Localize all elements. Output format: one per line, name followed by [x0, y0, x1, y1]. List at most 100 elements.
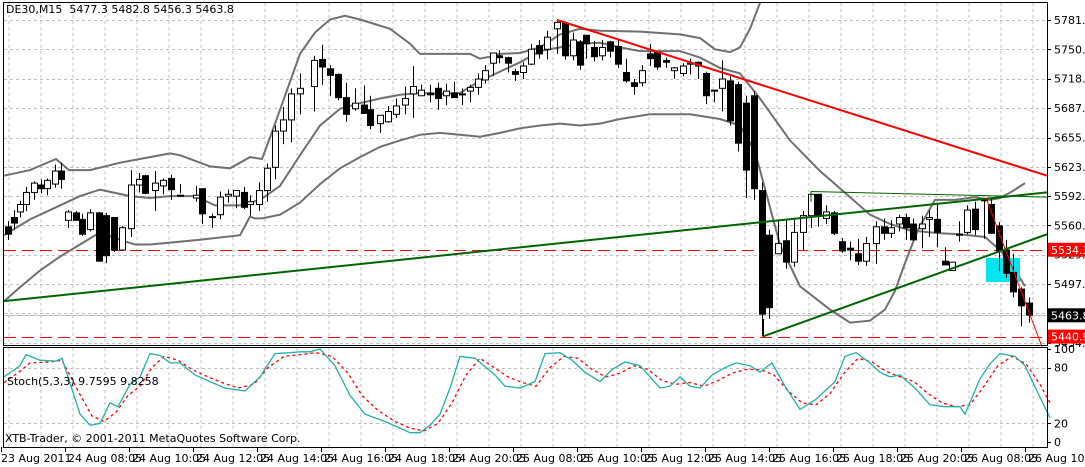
bear-candle-body — [631, 82, 638, 87]
bull-candle-body — [65, 211, 72, 221]
trendline-long-support[interactable] — [3, 191, 1048, 303]
bear-candle-body — [38, 184, 45, 190]
price-tick-label: 5655.0 — [1054, 132, 1085, 145]
trendline-rising-support[interactable] — [762, 233, 1048, 338]
bear-candle-body — [663, 59, 670, 63]
bull-candle-body — [459, 93, 466, 96]
bull-candle-body — [926, 217, 933, 220]
bear-candle-body — [647, 53, 654, 60]
candle — [554, 20, 561, 54]
bull-candle-body — [52, 170, 59, 185]
candle — [435, 82, 442, 110]
candle — [327, 65, 334, 96]
bull-candle-body — [209, 216, 216, 219]
candle — [496, 50, 503, 64]
candle — [639, 65, 646, 87]
candle — [775, 219, 782, 255]
candle — [142, 174, 149, 195]
bear-candle-body — [988, 204, 995, 234]
candle — [111, 217, 118, 252]
candle — [570, 32, 577, 61]
candle — [654, 51, 661, 70]
bear-candle-body — [536, 45, 543, 55]
candle — [451, 81, 458, 99]
price-tags: 5534.3 5463.8 5440.9 — [1048, 242, 1085, 344]
price-tick-label: 5718.5 — [1054, 73, 1085, 86]
bear-candle-body — [727, 80, 734, 122]
bear-candle-body — [743, 102, 750, 171]
bull-candle-body — [17, 204, 24, 213]
bull-candle-body — [264, 167, 271, 192]
bull-candle-body — [490, 52, 497, 64]
candle — [942, 247, 949, 266]
bull-candle-body — [136, 178, 143, 186]
candle — [482, 65, 489, 84]
bull-candle-body — [225, 193, 232, 197]
candle — [910, 218, 917, 241]
time-tick-label: 25 Aug 18:05 — [836, 452, 910, 465]
candle — [73, 211, 80, 221]
stoch-main-line — [3, 348, 1051, 434]
time-tick-label: 24 Aug 08:05 — [68, 452, 142, 465]
trendlines[interactable] — [3, 19, 1048, 347]
candle — [903, 213, 910, 240]
bear-candle-body — [839, 241, 846, 252]
candle — [225, 189, 232, 203]
time-tick-label: 25 Aug 16:05 — [772, 452, 846, 465]
bull-candle-body — [554, 21, 561, 30]
bear-candle-body — [759, 190, 766, 315]
bear-candle-body — [583, 34, 590, 45]
time-tick-label: 24 Aug 16:05 — [324, 452, 398, 465]
bull-candle-body — [639, 70, 646, 84]
candle — [934, 203, 941, 248]
candle — [177, 184, 184, 197]
bull-candle-body — [475, 78, 482, 88]
candle — [288, 88, 295, 143]
candle — [311, 55, 318, 112]
candle — [703, 71, 710, 105]
time-tick-label: 23 Aug 2011 — [1, 452, 71, 465]
candle — [87, 209, 94, 232]
candle — [38, 179, 45, 194]
bear-candle-body — [903, 217, 910, 229]
bull-candle-body — [896, 217, 903, 225]
candle — [783, 220, 790, 269]
bull-candle-body — [671, 67, 678, 72]
candle — [11, 210, 18, 230]
trendline-thin-channel-top[interactable] — [810, 190, 1048, 198]
bear-candle-body — [1026, 302, 1033, 316]
bull-candle-body — [256, 190, 263, 206]
trendline-steep-red[interactable] — [985, 197, 1043, 347]
candle — [615, 39, 622, 68]
level-price-tag — [1048, 242, 1085, 257]
candle — [209, 213, 216, 228]
bull-candle-body — [31, 182, 38, 193]
candle — [44, 178, 51, 196]
bull-candle-body — [528, 48, 535, 65]
bull-candle-body — [152, 182, 159, 192]
bear-candle-body — [815, 193, 822, 217]
candle — [623, 58, 630, 83]
bull-candle-body — [352, 102, 359, 110]
candle — [631, 79, 638, 95]
candle — [727, 76, 734, 126]
candle — [427, 84, 434, 103]
candle — [280, 106, 287, 145]
level-price-tag-text: 5534.3 — [1051, 244, 1085, 257]
trendline-resistance[interactable] — [556, 19, 1048, 177]
bear-candle-body — [562, 22, 569, 57]
candle — [352, 88, 359, 111]
bull-candle-body — [482, 70, 489, 81]
bear-candle-body — [343, 97, 350, 115]
bear-candle-body — [199, 188, 206, 215]
candle — [847, 241, 854, 261]
horizontal-lines[interactable] — [4, 250, 1047, 338]
candle — [247, 195, 254, 216]
bear-candle-body — [111, 217, 118, 251]
bear-candle-body — [361, 104, 368, 114]
bear-candle-body — [735, 84, 742, 144]
bull-candle-body — [119, 227, 126, 251]
bull-candle-body — [775, 243, 782, 255]
bollinger-upper — [3, 2, 761, 177]
